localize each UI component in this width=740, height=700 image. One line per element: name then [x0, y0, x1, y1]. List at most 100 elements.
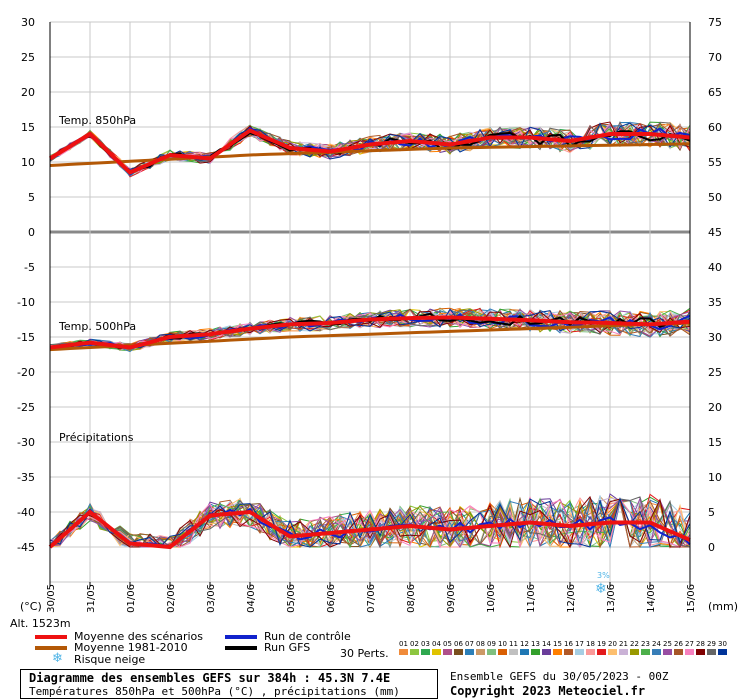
perturbation-number: 30 [718, 640, 727, 648]
y-tick-left: -25 [17, 401, 35, 414]
perturbation-swatch [465, 649, 474, 655]
perturbation-swatch [542, 649, 551, 655]
y-tick-left: -40 [17, 506, 35, 519]
y-tick-right-upper: 45 [708, 226, 722, 239]
perturbation-number: 20 [608, 640, 617, 648]
y-tick-right-lower: 0 [708, 541, 715, 554]
perturbation-swatch [619, 649, 628, 655]
section-label: Temp. 500hPa [58, 320, 136, 333]
legend-label-snow-risk: Risque neige [74, 653, 146, 666]
perturbation-line-precip [49, 495, 691, 549]
perturbation-number: 27 [685, 640, 694, 648]
legend-label-climatology: Moyenne 1981-2010 [74, 641, 188, 654]
perturbation-swatch [608, 649, 617, 655]
perturbation-number: 10 [498, 640, 507, 648]
perturbation-swatch [531, 649, 540, 655]
y-tick-right-lower: 30 [708, 331, 722, 344]
perturbation-swatch [597, 649, 606, 655]
y-tick-left: -15 [17, 331, 35, 344]
y-tick-left: -5 [24, 261, 35, 274]
snowflake-icon: ❄ [52, 651, 63, 666]
x-tick-label: 04/06 [246, 584, 257, 613]
ensemble-mean-precip [48, 509, 691, 550]
perturbation-number: 25 [663, 640, 672, 648]
y-tick-left: 10 [21, 156, 35, 169]
section-label: Précipitations [59, 431, 134, 444]
ensemble-mean-850 [48, 128, 691, 175]
perturbation-number: 03 [421, 640, 430, 648]
perturbation-swatch [498, 649, 507, 655]
y-tick-right-upper: 55 [708, 156, 722, 169]
perturbation-swatch [432, 649, 441, 655]
x-tick-label: 10/06 [486, 584, 497, 613]
x-tick-label: 31/05 [86, 584, 97, 613]
x-tick-label: 02/06 [166, 584, 177, 613]
y-tick-right-lower: 5 [708, 506, 715, 519]
perturbation-number: 14 [542, 640, 551, 648]
chart-axes: 302520151050-5-10-15-20-25-30-35-40-4575… [10, 16, 738, 630]
ensemble-mean-500 [49, 315, 691, 350]
perturbation-number: 02 [410, 640, 419, 648]
perturbation-number: 13 [531, 640, 540, 648]
y-tick-right-lower: 35 [708, 296, 722, 309]
x-tick-label: 05/06 [286, 584, 297, 613]
y-tick-left: 20 [21, 86, 35, 99]
perturbation-swatch [641, 649, 650, 655]
perturbation-swatch [476, 649, 485, 655]
perturbation-swatch [410, 649, 419, 655]
y-tick-left: -30 [17, 436, 35, 449]
footer-title-box: Diagramme des ensembles GEFS sur 384h : … [20, 669, 438, 699]
x-tick-label: 07/06 [366, 584, 377, 613]
altitude-label: Alt. 1523m [10, 617, 71, 630]
y-tick-right-lower: 20 [708, 401, 722, 414]
perturbation-number: 12 [520, 640, 529, 648]
y-tick-right-lower: 10 [708, 471, 722, 484]
right-axis-unit: (mm) [708, 600, 738, 613]
x-tick-label: 06/06 [326, 584, 337, 613]
perturbation-number: 08 [476, 640, 485, 648]
legend-label-mean: Moyenne des scénarios [74, 630, 203, 643]
perturbation-number: 05 [443, 640, 452, 648]
perturbation-number: 28 [696, 640, 705, 648]
perturbation-swatch [663, 649, 672, 655]
y-tick-left: 5 [28, 191, 35, 204]
y-tick-left: -20 [17, 366, 35, 379]
perturbation-swatch [652, 649, 661, 655]
y-tick-left: -35 [17, 471, 35, 484]
perturbation-swatch [718, 649, 727, 655]
perturbations-label: 30 Perts. [340, 647, 389, 660]
perturbation-line-precip [49, 496, 691, 548]
perturbation-swatch [399, 649, 408, 655]
y-tick-left: 25 [21, 51, 35, 64]
perturbation-number: 15 [553, 640, 562, 648]
snowflake-icon: ❄ [595, 581, 607, 597]
perturbation-number: 18 [586, 640, 595, 648]
perturbation-number: 09 [487, 640, 496, 648]
perturbation-swatch [575, 649, 584, 655]
legend-swatch-mean [35, 635, 67, 639]
run-info: Ensemble GEFS du 30/05/2023 - 00Z [450, 670, 669, 683]
x-tick-label: 13/06 [606, 584, 617, 613]
perturbation-swatch [509, 649, 518, 655]
section-label: Temp. 850hPa [58, 114, 136, 127]
x-tick-label: 08/06 [406, 584, 417, 613]
perturbation-number: 24 [652, 640, 661, 648]
perturbation-number: 21 [619, 640, 628, 648]
copyright: Copyright 2023 Meteociel.fr [450, 684, 646, 698]
climatology-500 [49, 321, 691, 352]
main-series-lines [48, 126, 691, 550]
perturbation-number: 22 [630, 640, 639, 648]
legend-swatch-climatology [35, 646, 67, 650]
y-tick-left: -10 [17, 296, 35, 309]
x-tick-label: 30/05 [46, 584, 57, 613]
x-tick-label: 09/06 [446, 584, 457, 613]
perturbation-number: 11 [509, 640, 518, 648]
perturbation-number: 07 [465, 640, 474, 648]
perturbation-line-precip [49, 495, 691, 549]
x-tick-label: 01/06 [126, 584, 137, 613]
y-tick-left: -45 [17, 541, 35, 554]
y-tick-left: 15 [21, 121, 35, 134]
y-tick-right-lower: 40 [708, 261, 722, 274]
y-tick-right-upper: 70 [708, 51, 722, 64]
y-tick-right-lower: 15 [708, 436, 722, 449]
